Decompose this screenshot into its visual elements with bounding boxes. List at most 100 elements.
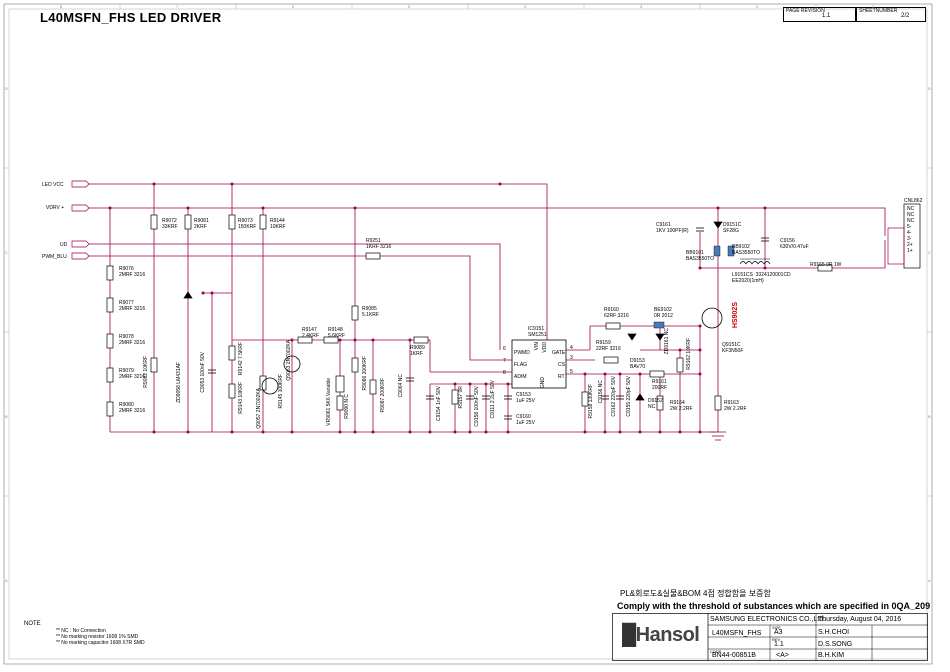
tb-model: L40MSFN_FHS (712, 630, 762, 637)
ic-pin-5: 5 (570, 369, 573, 375)
label-c9064: C9064 NC (398, 374, 404, 398)
tb-rev-label: REV (772, 637, 781, 642)
l9151cs-body (739, 261, 771, 265)
label-r9148: R9148 5.6KRF (328, 327, 345, 339)
compliance-notice: Comply with the threshold of substances … (617, 601, 931, 611)
label-bb9101: BB9101 BAS3550TO (686, 250, 714, 262)
label-r9162: R9162 10KRF (686, 338, 692, 370)
wire-ud (89, 243, 501, 350)
label-r9081: R9081 2KRF (194, 218, 209, 230)
border-col-4: 5 (408, 4, 411, 9)
sheet-inner-border (8, 8, 928, 660)
net-ud: UD (60, 242, 68, 248)
border-row-b-right: B (928, 414, 931, 419)
border-row-b: B (5, 414, 8, 419)
r9086-body (351, 357, 359, 373)
label-r9158: R9158 130KRF (588, 384, 594, 419)
tb-approved: B.H.KIM (818, 652, 845, 659)
tb-date: Thursday, August 04, 2016 (818, 616, 902, 623)
tb-rev: 1.1 (774, 641, 784, 648)
page-title: L40MSFN_FHS LED DRIVER (40, 10, 222, 25)
r9079-body (106, 367, 114, 383)
connector-pins: NC NC NC 5- 4- 3- 2+ 1+ (907, 206, 914, 254)
label-r9089: R9089 1KRF (410, 345, 425, 357)
border-row-c: C (5, 250, 8, 255)
label-r9090: R9090 N.C (344, 394, 350, 419)
label-d9153: D9153 BAV70 (630, 358, 646, 370)
label-r9143: R9143 10KRF (238, 382, 244, 414)
label-hs902s: HS902S (732, 302, 739, 329)
note-line: ** No marking capacitor 1608 X7R SMD (56, 640, 145, 646)
r9162-body (676, 357, 684, 373)
sheet-value: 2/2 (901, 13, 910, 19)
ic-pin-vin: VIN (534, 342, 540, 351)
label-q9057: Q9057 2N7002KA (256, 388, 262, 429)
border-row-c-right: C (928, 250, 931, 255)
d9151c-body (713, 221, 723, 229)
r9160-body (605, 322, 621, 330)
flag-led-vcc (71, 180, 90, 188)
label-d9151c: D9151C SF28G (723, 222, 742, 234)
ic-pin-flag: FLAG (514, 362, 528, 368)
r9165-body (817, 264, 833, 272)
label-r9144: R9144 10KRF (270, 218, 286, 230)
r9157-body (451, 389, 459, 405)
tb-company: SAMSUNG ELECTRONICS CO.,Ltd. (710, 616, 826, 623)
net-vdrv: VDRV + (46, 205, 64, 211)
label-r9142: R9142 7.5KRF (238, 342, 244, 376)
sheet-label: SHEETNUMBER (859, 8, 898, 14)
ic-pin-8: 8 (503, 370, 506, 376)
label-ic9151: IC9151 SM1251 (528, 326, 547, 338)
connector-pin: 2+ (907, 242, 913, 248)
q9057-body (261, 377, 279, 395)
label-q9151c: Q9151C KF3N50F (722, 342, 744, 354)
label-r9076: R9076 2MRF 3216 (119, 266, 146, 278)
label-r9163: R9163 2W 2.2RF (724, 400, 747, 412)
ic-pin-6: 6 (503, 346, 506, 352)
label-c9158: C9158 100nF 50V (474, 386, 480, 427)
r9085-body (351, 305, 359, 321)
label-r9073: R9073 150KRF (238, 218, 257, 230)
r9161-body (649, 370, 665, 378)
r9073-body (228, 214, 236, 230)
r9142-body (228, 345, 236, 361)
r9159-body (603, 356, 619, 364)
flag-pwm-blu (71, 252, 90, 260)
page-revision-label: PAGE REVISION (786, 8, 825, 14)
label-r9085: R9085 5.1KRF (362, 306, 379, 318)
ic-pin-gnd: GND (540, 377, 546, 389)
border-row-d-right: D (928, 86, 931, 91)
ic-pin-4: 4 (570, 345, 573, 351)
label-c9160: C9160 1uF 25V (516, 414, 535, 426)
label-r9159: R9159 22RF 3216 (596, 340, 621, 352)
r9164-body (656, 395, 664, 411)
be9102-body (653, 321, 665, 329)
label-zd9058: ZD9058 LM431AF (176, 362, 182, 403)
connector-pin: 1+ (907, 248, 913, 254)
wire-pwm (89, 255, 512, 361)
label-c9153: C9153 1uF 25V (516, 392, 535, 404)
zd9161-body (655, 333, 665, 341)
label-r9077: R9077 2MRF 3216 (119, 300, 146, 312)
d9152-body (635, 393, 645, 401)
r9072-body (150, 214, 158, 230)
label-q9063: Q9063 2N7002KA (286, 340, 292, 381)
label-r9157: R9157 0R (458, 386, 464, 409)
r9080-body (106, 401, 114, 417)
label-c9111: C9111 2.2uF 50V (490, 380, 496, 419)
tb-code-label: CODE (710, 649, 722, 654)
note-lines: ** NC : No Connection ** No marking resi… (56, 628, 145, 646)
label-r9145: R9145 100KRF (278, 374, 284, 409)
label-d9152: D9152 NC (648, 398, 663, 410)
label-c9156-630v: C9156 630V/0.47uF (780, 238, 809, 250)
note-line: ** NC : No Connection (56, 628, 106, 634)
r9078-body (106, 333, 114, 349)
r9163-body (714, 395, 722, 411)
label-r9164: R9164 2W 2.2RF (670, 400, 693, 412)
label-r9161: R9161 200RF (652, 379, 668, 391)
ic-pin-pwmd: PWMD (514, 350, 530, 356)
r9081-body (184, 214, 192, 230)
label-r9079: R9079 2MRF 3216 (119, 368, 146, 380)
label-c9155: C9155 220pF 50V (626, 376, 632, 417)
